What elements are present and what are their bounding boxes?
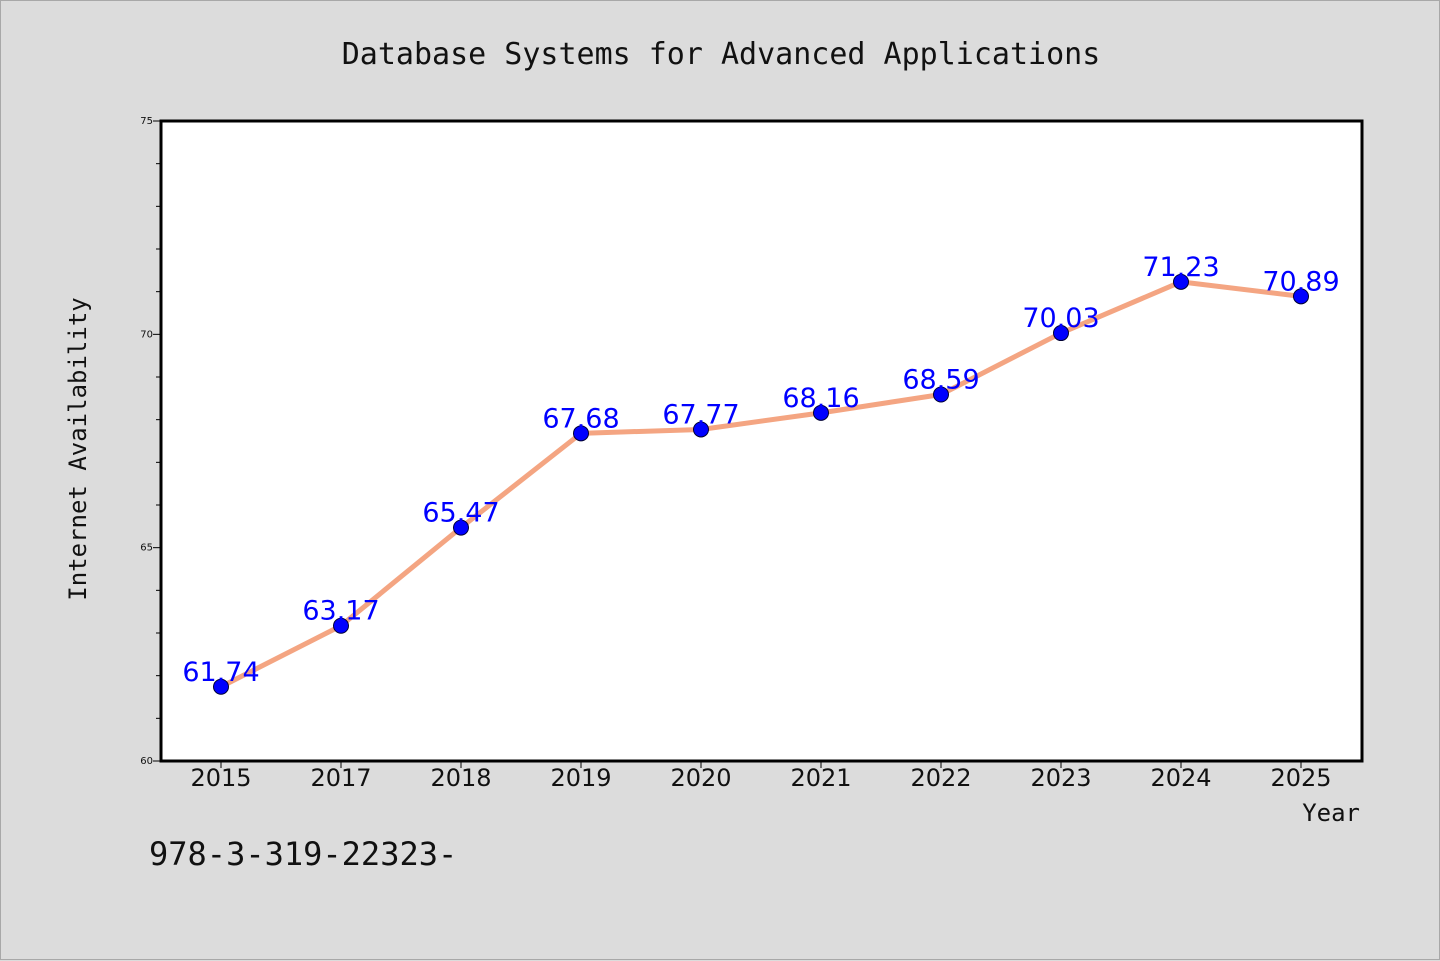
data-point bbox=[573, 425, 589, 442]
data-point bbox=[1053, 325, 1069, 342]
chart-title: Database Systems for Advanced Applicatio… bbox=[342, 37, 1101, 72]
data-point bbox=[693, 421, 709, 438]
data-label: 63.17 bbox=[302, 596, 379, 627]
x-tick-label: 2017 bbox=[310, 764, 371, 792]
x-tick-label: 2020 bbox=[670, 764, 731, 792]
data-label: 67.77 bbox=[662, 399, 739, 430]
y-axis-label: Internet Availability bbox=[64, 297, 92, 600]
data-point bbox=[1293, 288, 1309, 305]
data-label: 65.47 bbox=[422, 498, 499, 529]
series-group: 61.74 63.17 65.47 67.68 67.77 68.16 68.59 70.03… bbox=[182, 252, 1340, 695]
data-point bbox=[213, 678, 229, 695]
data-point bbox=[813, 404, 829, 421]
y-axis: 60 65 70 75 bbox=[140, 116, 161, 767]
x-tick-label: 2023 bbox=[1030, 764, 1091, 792]
x-tick-label: 2021 bbox=[790, 764, 851, 792]
x-tick-label: 2025 bbox=[1270, 764, 1331, 792]
x-axis: 2015 2017 2018 2019 2020 2021 2022 2023 2024 2025 bbox=[190, 761, 1332, 792]
y-tick-label: 70 bbox=[140, 329, 153, 340]
x-axis-label: Year bbox=[1302, 799, 1360, 827]
data-point bbox=[1173, 273, 1189, 290]
data-label: 70.89 bbox=[1262, 266, 1339, 297]
y-tick-label: 60 bbox=[140, 756, 153, 767]
data-point bbox=[333, 617, 349, 634]
x-tick-label: 2018 bbox=[430, 764, 491, 792]
x-tick-label: 2019 bbox=[550, 764, 611, 792]
data-label: 68.59 bbox=[902, 364, 979, 395]
data-label: 68.16 bbox=[782, 383, 859, 414]
x-tick-label: 2022 bbox=[910, 764, 971, 792]
y-tick-label: 75 bbox=[140, 116, 153, 127]
series-line bbox=[218, 279, 1304, 690]
x-tick-label: 2024 bbox=[1150, 764, 1211, 792]
data-label: 71.23 bbox=[1142, 252, 1219, 283]
data-label: 70.03 bbox=[1022, 303, 1099, 334]
data-label: 61.74 bbox=[182, 657, 259, 688]
plot-area bbox=[159, 119, 1364, 763]
data-point bbox=[933, 386, 949, 403]
footnote-text: 978-3-319-22323- bbox=[149, 835, 457, 873]
data-point bbox=[453, 519, 469, 536]
x-tick-label: 2015 bbox=[190, 764, 251, 792]
data-label: 67.68 bbox=[542, 403, 619, 434]
y-tick-label: 65 bbox=[140, 543, 153, 554]
